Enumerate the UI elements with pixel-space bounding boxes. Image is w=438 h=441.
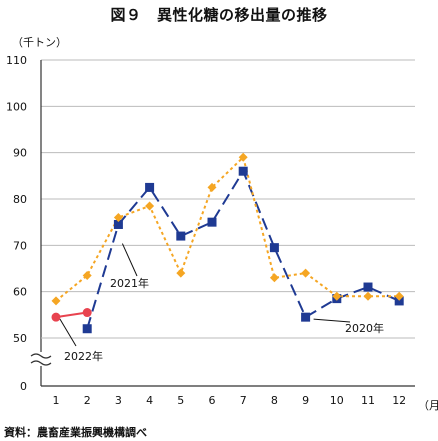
data-point [238,152,248,162]
x-tick-label: 1 [53,394,60,407]
series-lines [55,155,400,329]
x-tick-label: 3 [115,394,122,407]
leader-line-2021 [121,243,138,277]
data-point [145,201,155,211]
data-point [51,312,61,322]
x-axis-unit: （月） [418,399,438,412]
leader-line-2022 [59,318,77,347]
y-tick-label: 70 [13,239,27,252]
data-point [113,219,123,229]
axes [30,60,415,387]
series-label-2020: 2020年 [345,321,384,335]
x-tick-label: 9 [302,394,309,407]
axis-break-gap [31,352,51,366]
y-axis-unit: （千トン） [12,36,67,49]
y-tick-label: 110 [6,54,27,67]
data-point [238,166,248,176]
series-markers [51,152,404,334]
x-tick-label: 6 [209,394,216,407]
data-point [82,324,92,334]
series-label-2021: 2021年 [110,276,149,290]
y-tick-label: 90 [13,147,27,160]
y-tick-label: 60 [13,286,27,299]
chart-title: 図９ 異性化糖の移出量の推移 [110,6,328,24]
data-point [394,296,404,306]
data-point [363,291,373,301]
data-point [51,296,61,306]
series-label-2022: 2022年 [64,349,103,363]
leader-line-2020 [313,318,351,323]
data-point [82,308,92,318]
x-tick-labels: 1 2 3 4 5 6 7 8 9 10 11 12 [53,394,407,407]
x-tick-label: 2 [84,394,91,407]
axis-break-mark [30,353,52,359]
data-point [394,291,404,301]
data-point [82,270,92,280]
data-point [301,268,311,278]
y-tick-label: 100 [6,100,27,113]
data-point [207,182,217,192]
x-tick-label: 7 [240,394,247,407]
x-tick-label: 5 [177,394,184,407]
data-point [269,243,279,253]
y-tick-label: 50 [13,332,27,345]
source-note: 資料：農畜産業振興機構調べ [4,426,147,439]
data-point [176,268,186,278]
x-tick-label: 10 [330,394,344,407]
series-line-2 [55,311,88,319]
data-point [145,182,155,192]
data-point [176,231,186,241]
y-tick-label-zero: 0 [20,380,27,393]
series-line-1 [55,155,400,302]
data-point [207,217,217,227]
annotations: 2021年 2020年 2022年 [59,243,384,363]
data-point [363,282,373,292]
x-tick-label: 8 [271,394,278,407]
x-tick-label: 12 [392,394,406,407]
x-tick-label: 4 [146,394,153,407]
y-tick-labels: 50 60 70 80 90 100 110 0 [6,54,27,393]
data-point [113,213,123,223]
y-tick-label: 80 [13,193,27,206]
data-point [269,273,279,283]
data-point [301,312,311,322]
axis-break-mark [30,360,52,366]
series-line-0 [86,168,400,329]
grid-lines [41,59,415,293]
x-tick-label: 11 [361,394,375,407]
data-point [332,291,342,301]
